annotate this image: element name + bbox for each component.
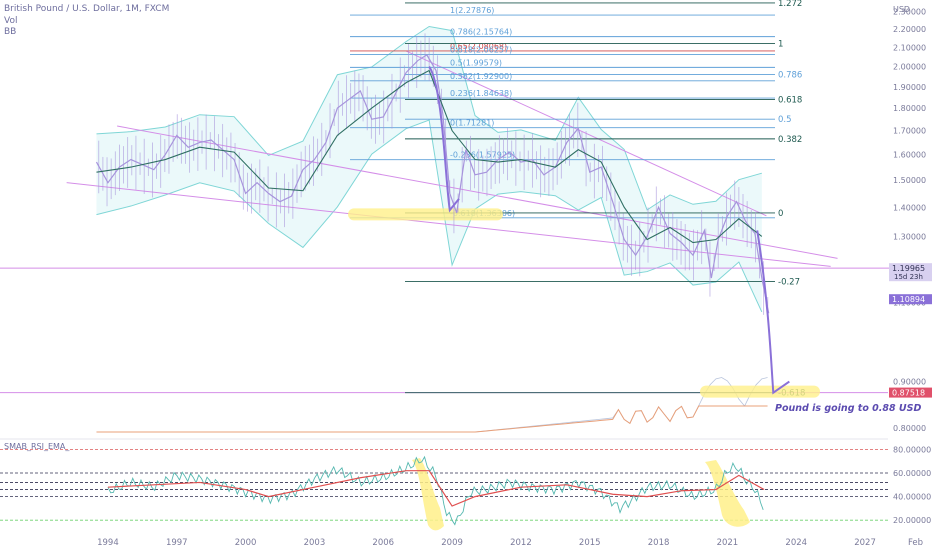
rsi-axis-tick: 60.00000 (893, 469, 931, 478)
time-axis-tick: 2003 (304, 538, 326, 548)
price-axis-tick: 1.70000 (893, 127, 926, 136)
price-axis-tick: 1.40000 (893, 203, 926, 212)
trendline-upper (117, 125, 838, 259)
rsi-axis-tick: 80.00000 (893, 445, 931, 454)
time-axis-tick: 2006 (372, 538, 394, 548)
time-axis-tick: 2027 (854, 538, 876, 548)
time-axis-tick: 2024 (785, 538, 807, 548)
rsi-axis-tick: 40.00000 (893, 493, 931, 502)
fib-right-label: 0.618 (778, 95, 802, 105)
fib-left-label: 0.618(2.06257) (450, 45, 512, 54)
fib-right-label: 1 (778, 40, 783, 50)
fib-left-label: 0.65(2.08068) (450, 42, 507, 51)
fib-right-label: 0.786 (778, 71, 802, 81)
fib-right-label: -0.27 (778, 277, 800, 287)
price-axis-tick: 1.80000 (893, 104, 926, 113)
price-axis-tick: 2.20000 (893, 25, 926, 34)
price-series (95, 54, 770, 314)
fib-left-label: 0.236(1.84638) (450, 89, 512, 98)
price-axis-tick: 1.50000 (893, 176, 926, 185)
fib-left-label: 0.786(2.15764) (450, 28, 512, 37)
time-axis-tick: 1994 (97, 538, 119, 548)
fib-left-label: -0.236(1.57925) (450, 151, 515, 160)
price-badge-countdown: 15d 23h (894, 273, 923, 281)
bollinger-indicator-label: BB (4, 27, 17, 37)
volume-indicator-label: Vol (4, 16, 18, 26)
fib-left-label: 0.5(1.99579) (450, 58, 502, 67)
time-axis-tick: 2012 (510, 538, 532, 548)
price-axis-tick: 1.30000 (893, 232, 926, 241)
price-axis-tick: 1.90000 (893, 83, 926, 92)
fib-right-label: 0.382 (778, 135, 802, 145)
trendline-lower (66, 182, 831, 267)
highlight-support (348, 208, 503, 221)
oscillator-title: SMAB_RSI_EMA_ (4, 442, 70, 451)
price-axis-tick: 2.10000 (893, 43, 926, 52)
time-axis-tick: 2018 (648, 538, 670, 548)
fib-right-label: 1.272 (778, 0, 802, 9)
rsi-axis-tick: 20.00000 (893, 516, 931, 525)
price-axis-tick: 0.90000 (893, 378, 926, 387)
volume-series (96, 377, 768, 433)
bb-upper-line (96, 25, 762, 211)
fib-right-label: 0.5 (778, 115, 792, 125)
price-badge-value: 0.87518 (892, 389, 925, 398)
ema-series (107, 470, 765, 507)
rsi-series (107, 455, 764, 526)
time-axis-tick: 2015 (579, 538, 601, 548)
price-axis-tick: 0.80000 (893, 424, 926, 433)
arrow-forecast (756, 230, 790, 395)
highlight-rsi-2022 (705, 460, 750, 527)
fib-left-label: 1(2.27876) (450, 6, 494, 15)
price-badge (889, 263, 932, 282)
highlight-target (700, 385, 820, 398)
time-axis-tick: 1997 (166, 538, 188, 548)
price-axis-tick: 2.30000 (893, 7, 926, 16)
price-badge-value: 1.19965 (892, 264, 925, 273)
time-axis-tick: 2000 (235, 538, 257, 548)
price-badge (889, 387, 932, 398)
price-axis-tick: 2.00000 (893, 63, 926, 72)
arrow-drawdown-2008 (428, 65, 460, 213)
fib-right-label: 0 (778, 209, 783, 219)
highlight-rsi-2008 (412, 458, 444, 531)
price-badge-value: 1.10894 (892, 295, 925, 304)
price-badge (889, 294, 932, 305)
symbol-title: British Pound / U.S. Dollar, 1M, FXCM (4, 4, 170, 14)
price-axis-unit: USD (893, 5, 910, 14)
bb-band-fill (96, 26, 762, 312)
fib-left-label: 0.382(1.92900) (450, 72, 512, 81)
forecast-annotation: Pound is going to 0.88 USD (775, 403, 922, 414)
time-axis-tick: 2021 (717, 538, 739, 548)
price-axis-tick: 1.60000 (893, 151, 926, 160)
fib-left-label: 0(1.71281) (450, 119, 494, 128)
bb-basis-series (96, 69, 763, 244)
time-axis-tick: Feb (908, 538, 923, 548)
time-axis-tick: 2009 (441, 538, 463, 548)
volume-ma-series (96, 405, 768, 433)
